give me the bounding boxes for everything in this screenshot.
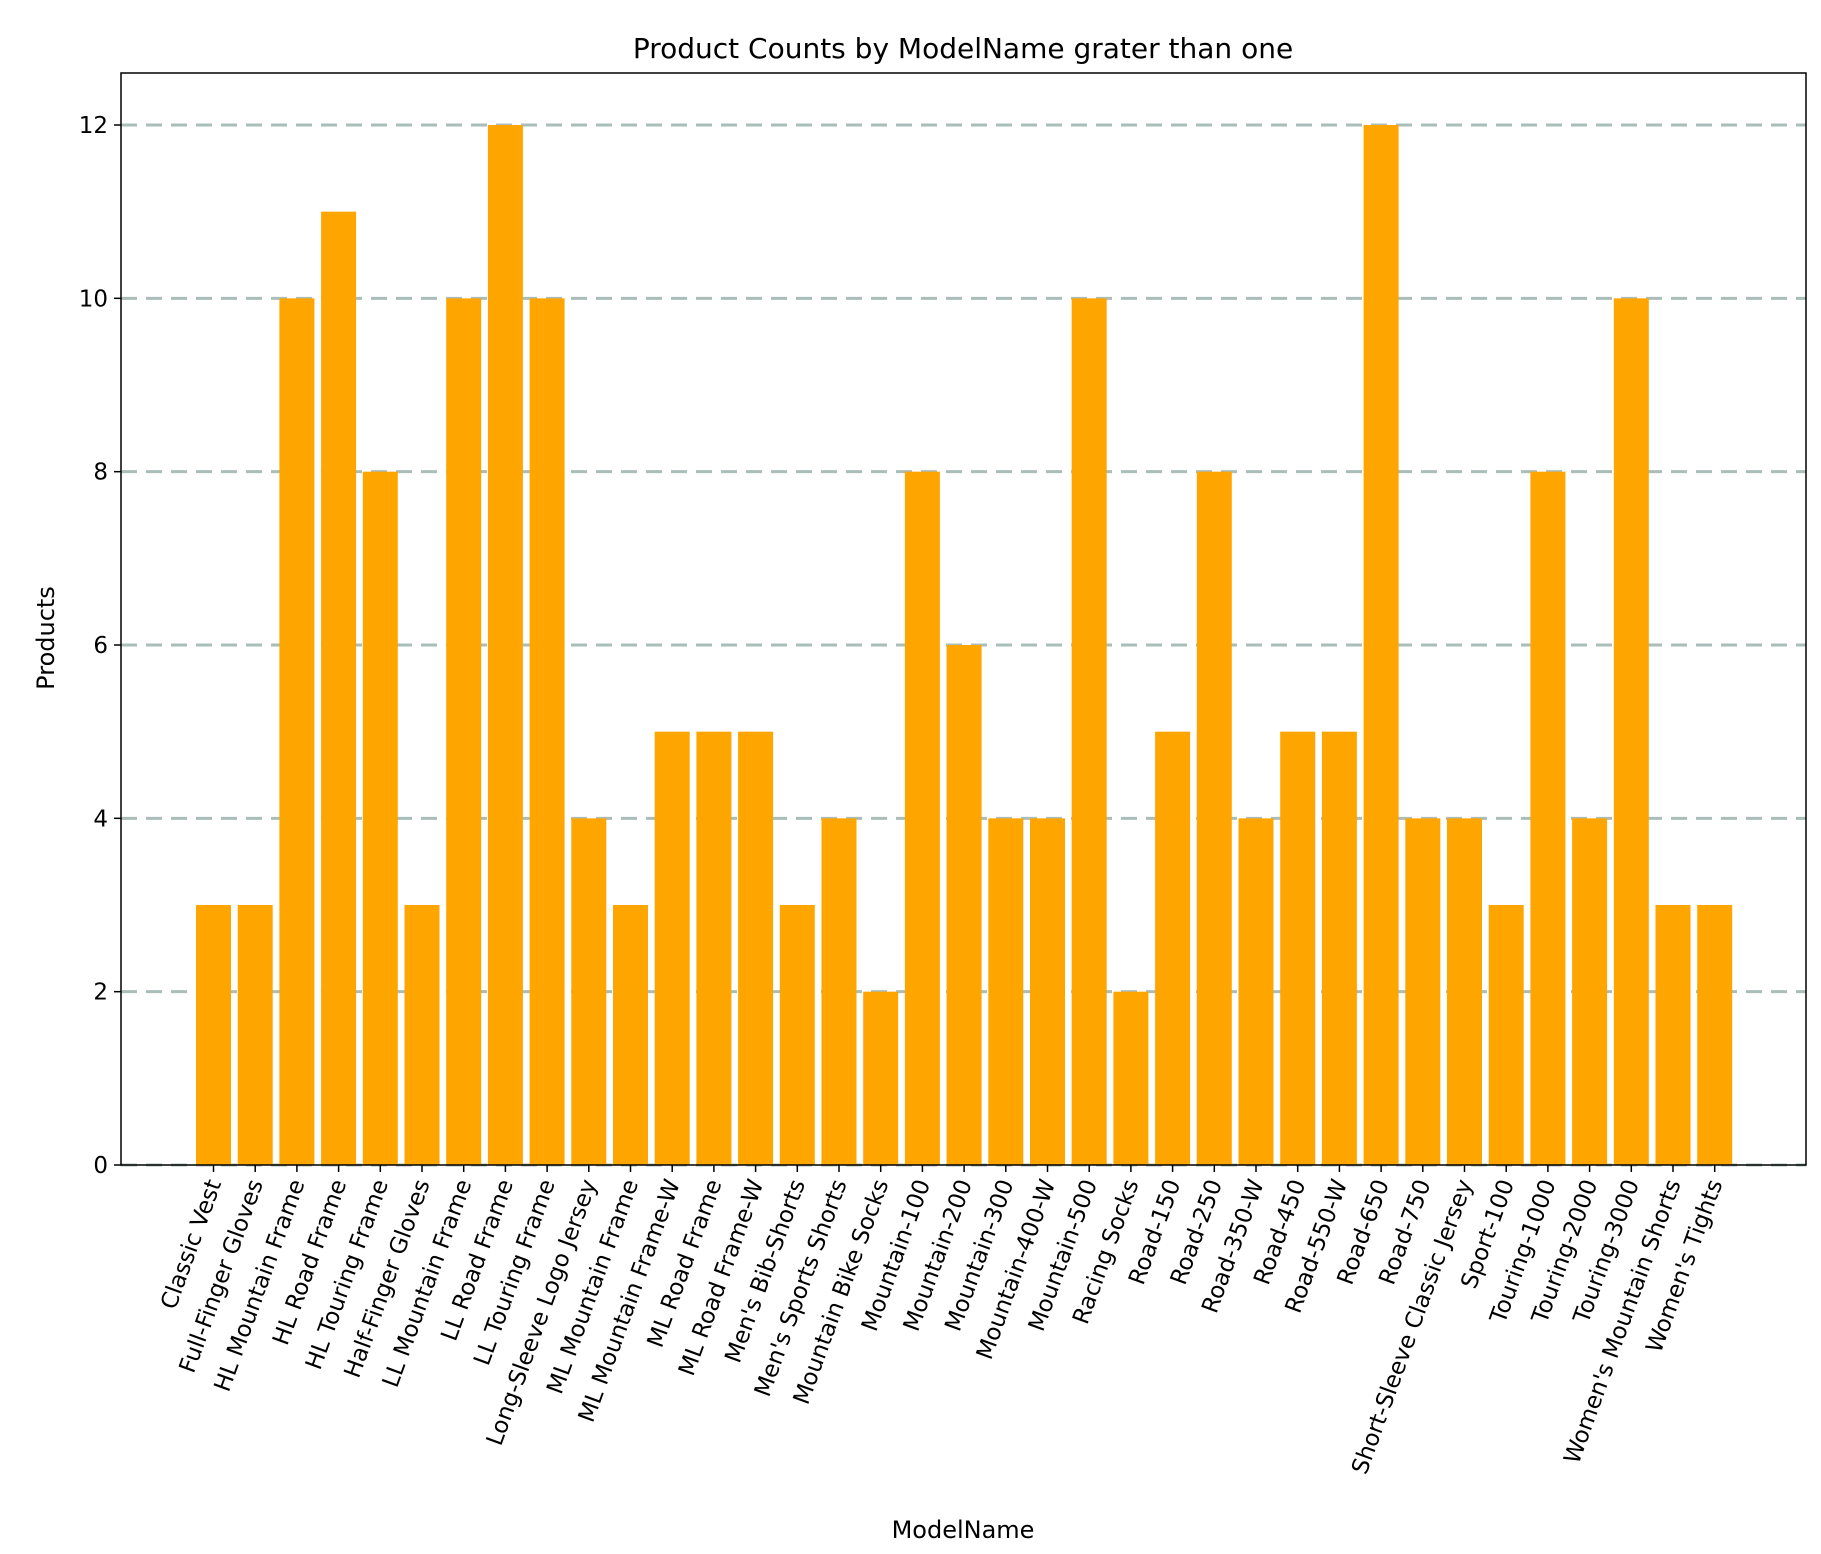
bar-3 (321, 211, 357, 1165)
bar-2 (279, 298, 315, 1165)
bar-9 (571, 818, 607, 1165)
bar-30 (1447, 818, 1482, 1165)
bar-36 (1697, 905, 1733, 1165)
bar-7 (487, 125, 523, 1165)
bar-13 (738, 731, 774, 1165)
y-tick-label-3: 6 (93, 633, 108, 659)
y-tick-label-4: 8 (93, 460, 108, 486)
bar-8 (529, 298, 565, 1165)
bar-35 (1655, 905, 1691, 1165)
bar-15 (821, 818, 857, 1165)
bar-6 (446, 298, 482, 1165)
bar-1 (237, 905, 273, 1165)
bar-34 (1613, 298, 1649, 1165)
bar-28 (1363, 125, 1399, 1165)
bar-23 (1155, 731, 1191, 1165)
bar-21 (1071, 298, 1107, 1165)
chart-title: Product Counts by ModelName grater than … (633, 32, 1293, 65)
bar-18 (946, 645, 982, 1165)
bar-5 (404, 905, 440, 1165)
y-tick-label-6: 12 (79, 113, 108, 139)
bar-4 (362, 471, 398, 1166)
y-ticks: 0 2 4 6 8 10 12 (79, 113, 121, 1179)
bar-25 (1238, 818, 1274, 1165)
bar-11 (654, 731, 690, 1165)
grid-layer (121, 123, 1806, 1167)
y-tick-label-5: 10 (79, 286, 108, 312)
bar-20 (1030, 818, 1065, 1165)
bar-14 (779, 905, 815, 1165)
bar-24 (1196, 471, 1232, 1166)
y-tick-label-2: 4 (93, 806, 108, 832)
bar-22 (1113, 991, 1149, 1165)
y-tick-label-0: 0 (93, 1153, 108, 1179)
bar-32 (1530, 471, 1566, 1166)
y-tick-label-1: 2 (93, 980, 108, 1006)
bar-27 (1321, 731, 1357, 1165)
x-axis-label: ModelName (892, 1516, 1035, 1544)
bar-10 (613, 905, 648, 1165)
bar-0 (196, 905, 231, 1165)
bar-16 (863, 991, 899, 1165)
bar-19 (988, 818, 1024, 1165)
bar-26 (1280, 731, 1316, 1165)
bars-layer (196, 125, 1733, 1166)
bar-31 (1488, 905, 1524, 1165)
bar-17 (904, 471, 940, 1166)
bar-29 (1405, 818, 1441, 1165)
bar-12 (696, 731, 732, 1165)
y-axis-label: Products (32, 586, 60, 690)
bar-33 (1572, 818, 1608, 1165)
